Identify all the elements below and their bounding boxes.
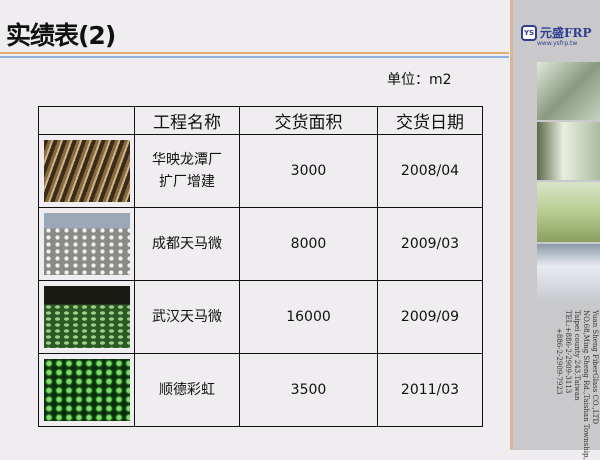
table-row: 武汉天马微 16000 2009/09 [38, 280, 483, 354]
area-cell: 8000 [239, 207, 378, 281]
header-project-name: 工程名称 [134, 106, 240, 135]
brand-sidebar: YS 元盛FRP www.ysfrp.tw Yuan Sheng FiberGl… [510, 0, 600, 460]
project-name-line2: 扩厂增建 [159, 174, 215, 190]
performance-table: 工程名称 交货面积 交货日期 华映龙潭厂扩厂增建 3000 2008/04 成都… [38, 106, 483, 427]
company-address: Yuan Sheng FiberGlass CO.,LTD NO.68,Ming… [554, 310, 599, 460]
area-cell: 3500 [239, 353, 378, 427]
company-logo: YS 元盛FRP [521, 24, 592, 41]
ys-logo-icon: YS [521, 24, 537, 41]
area-cell: 16000 [239, 280, 378, 354]
header-area: 交货面积 [239, 106, 378, 135]
address-line: TEL:+886-2-2909-3113 [564, 310, 572, 394]
address-line: Yuan Sheng FiberGlass CO.,LTD [591, 310, 599, 425]
table-header: 工程名称 交货面积 交货日期 [38, 106, 483, 135]
address-line: +886-2-2909-7923 [555, 328, 563, 395]
project-name: 顺德彩虹 [134, 353, 240, 427]
sidebar-photo [537, 62, 600, 120]
project-photo [43, 286, 130, 348]
sidebar-photo [537, 182, 600, 242]
address-line: NO.68,Ming Sheng Rd.,Taishan Township, [582, 310, 590, 460]
table-row: 华映龙潭厂扩厂增建 3000 2008/04 [38, 134, 483, 208]
header-date: 交货日期 [377, 106, 483, 135]
page-title: 实绩表(2) [6, 21, 116, 50]
address-line: Taipei county 243,Taiwan [573, 310, 581, 401]
website-url: www.ysfrp.tw [537, 40, 578, 47]
logo-text: 元盛FRP [540, 26, 592, 40]
project-photo [43, 213, 130, 275]
project-name: 成都天马微 [134, 207, 240, 281]
date-cell: 2009/03 [377, 207, 483, 281]
project-photo [43, 140, 130, 202]
divider-blue [0, 56, 509, 58]
slide: 实绩表(2) 单位：m2 工程名称 交货面积 交货日期 华映龙潭厂扩厂增建 30… [0, 21, 509, 427]
date-cell: 2008/04 [377, 134, 483, 208]
project-name: 武汉天马微 [134, 280, 240, 354]
sidebar-photo [537, 244, 600, 300]
table-row: 成都天马微 8000 2009/03 [38, 207, 483, 281]
project-name: 华映龙潭厂 [152, 152, 222, 168]
header-photo [38, 106, 135, 135]
date-cell: 2009/09 [377, 280, 483, 354]
project-photo [43, 359, 130, 421]
unit-label: 单位：m2 [387, 72, 452, 88]
date-cell: 2011/03 [377, 353, 483, 427]
area-cell: 3000 [239, 134, 378, 208]
table-row: 顺德彩虹 3500 2011/03 [38, 353, 483, 427]
divider-orange [0, 52, 509, 54]
sidebar-photo [537, 122, 600, 180]
